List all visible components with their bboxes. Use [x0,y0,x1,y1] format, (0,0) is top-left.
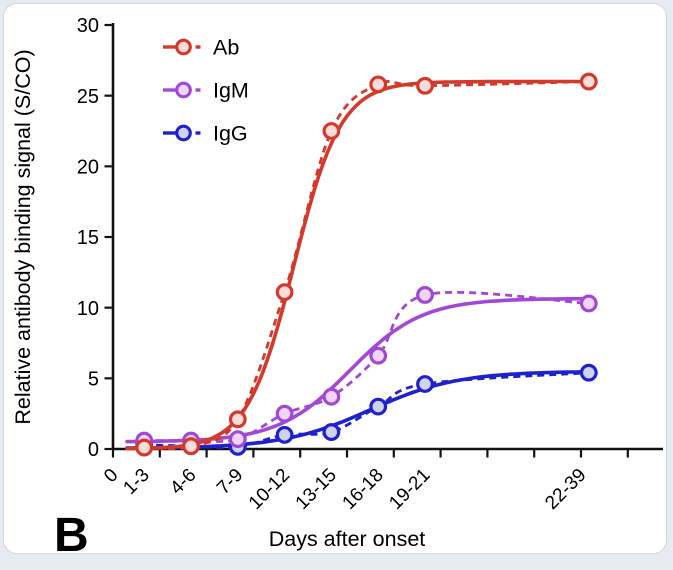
data-point-IgM [228,430,247,449]
x-tick-label: 19-21 [385,465,434,514]
x-tick-label: 16-18 [339,465,388,514]
data-point-Ab [135,438,154,457]
data-point-IgG [579,363,598,382]
legend-item-Ab: Ab [163,36,239,60]
legend-label-IgG: IgG [213,122,248,146]
legend-marker-IgM [175,81,192,99]
x-tick-label: 10-12 [245,465,294,514]
y-tick-label: 10 [77,298,99,320]
series-IgM [125,286,598,450]
dashed-line-IgM [144,290,589,443]
y-axis-title: Relative antibody binding signal (S/CO) [11,49,35,424]
data-point-Ab [416,76,434,95]
x-tick-label: 4-6 [166,465,200,499]
y-tick-label: 30 [77,15,99,37]
y-tick-label: 20 [77,157,99,179]
legend-marker-IgG [175,124,192,142]
data-point-Ab [275,283,294,302]
legend-marker-Ab [175,38,192,56]
x-tick-label: 22-39 [541,465,590,514]
data-point-IgG [369,397,388,416]
panel-label: B [54,509,89,562]
x-tick-label: 7-9 [213,465,247,499]
legend: Ab IgM IgG [163,36,249,146]
dashed-line-Ab [144,80,589,451]
y-tick-label: 5 [88,369,99,391]
legend-item-IgG: IgG [163,122,248,146]
data-point-Ab [228,410,247,429]
data-point-IgG [322,423,341,441]
data-point-IgM [369,346,388,365]
data-point-Ab [322,122,341,140]
x-tick-label: 1-3 [119,465,153,499]
data-point-IgM [579,294,598,313]
fit-line-IgM [125,296,593,444]
y-tick-label: 0 [88,439,99,461]
data-point-IgM [322,387,341,406]
series-Ab [125,72,598,457]
data-point-IgM [416,286,434,304]
fit-line-Ab [125,79,593,451]
legend-label-Ab: Ab [213,36,239,60]
y-tick-label: 25 [77,86,99,108]
series-IgG [125,363,598,456]
y-tick-label: 15 [77,227,99,249]
legend-item-IgM: IgM [163,79,249,103]
data-point-IgM [275,404,294,423]
dashed-line-IgG [144,371,589,450]
data-point-Ab [182,437,200,456]
plot-series [125,72,598,457]
x-tick-label: 13-15 [292,465,341,514]
data-point-Ab [369,75,388,94]
legend-label-IgM: IgM [213,79,249,103]
data-point-IgG [416,375,434,393]
axis-spines [111,23,663,451]
x-axis-title: Days after onset [269,527,426,551]
data-point-Ab [579,72,598,91]
data-point-IgG [275,425,294,444]
